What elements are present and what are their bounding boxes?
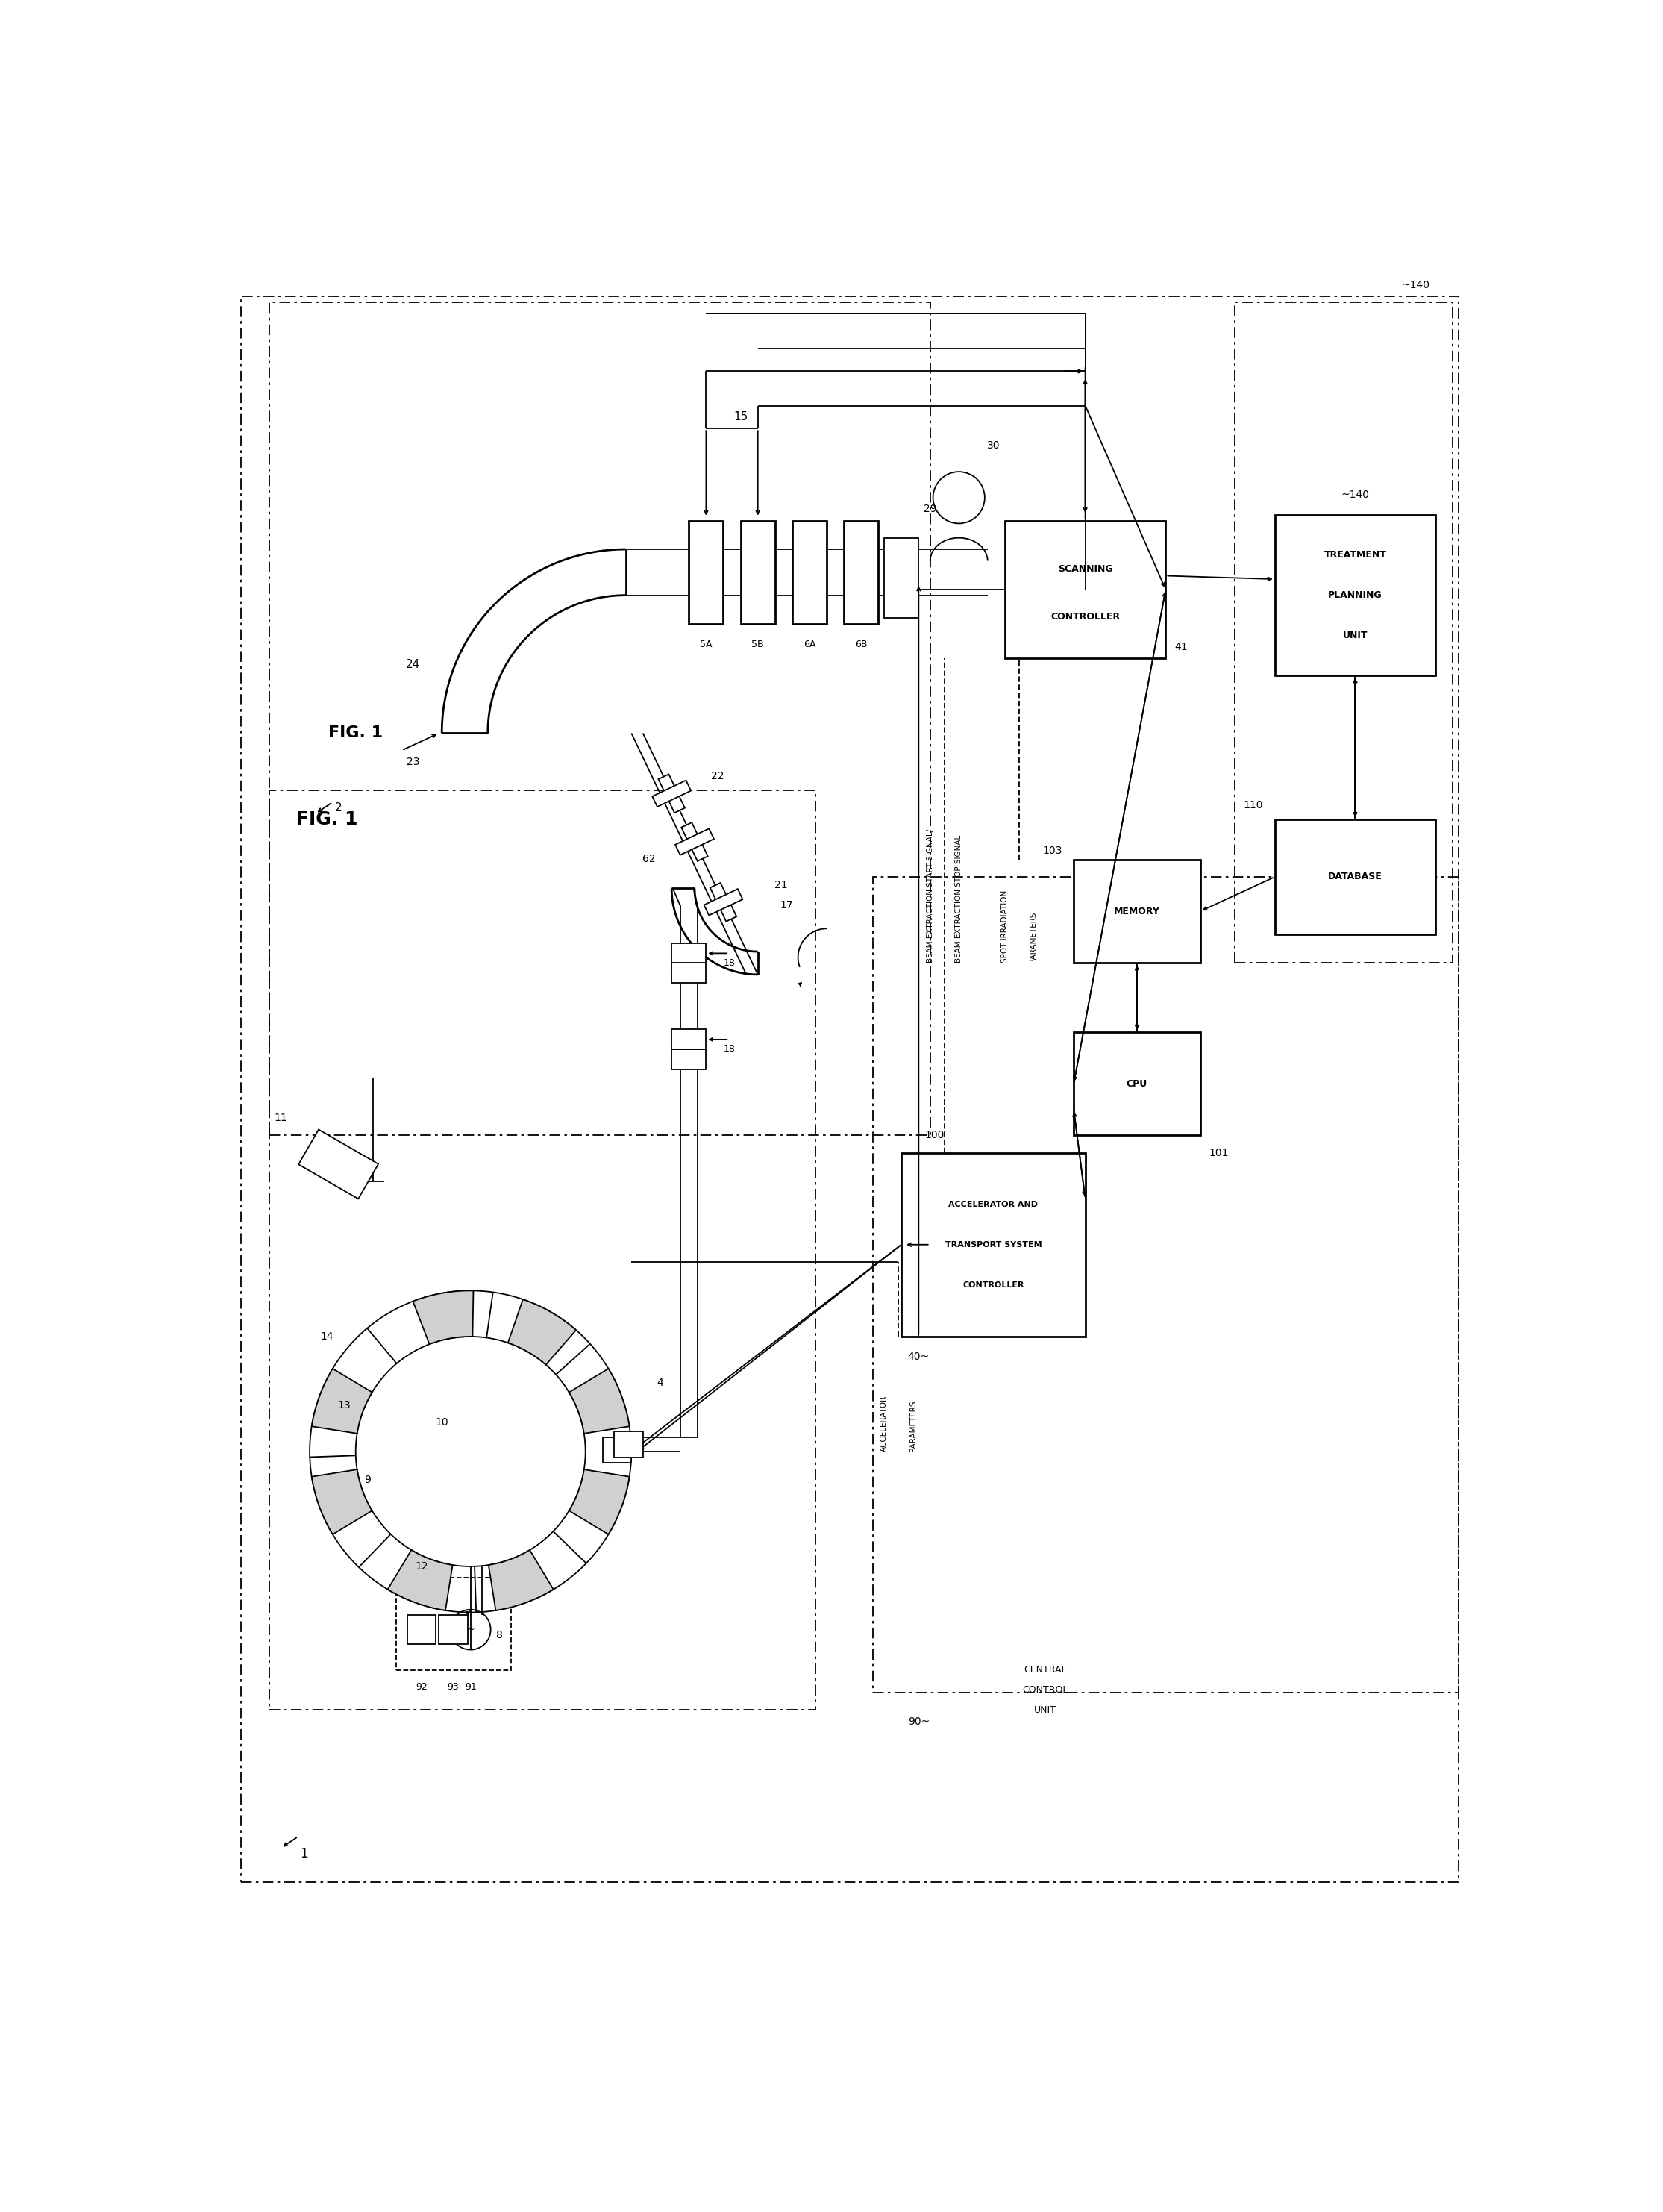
Text: 17: 17 bbox=[780, 900, 793, 911]
Polygon shape bbox=[311, 1369, 373, 1433]
Text: FIG. 1: FIG. 1 bbox=[328, 726, 382, 741]
Text: CENTRAL: CENTRAL bbox=[1023, 1666, 1066, 1674]
Text: SPOT IRRADIATION: SPOT IRRADIATION bbox=[1001, 891, 1008, 962]
Text: ACCELERATOR AND: ACCELERATOR AND bbox=[948, 1201, 1038, 1208]
Bar bbox=[672, 942, 707, 962]
Text: SCANNING: SCANNING bbox=[1058, 564, 1113, 573]
Polygon shape bbox=[412, 1290, 474, 1345]
Text: 41: 41 bbox=[1174, 641, 1187, 653]
Text: 15: 15 bbox=[733, 411, 748, 422]
Text: 9: 9 bbox=[364, 1475, 371, 1486]
Text: 103: 103 bbox=[1043, 845, 1063, 856]
Text: 101: 101 bbox=[1209, 1148, 1229, 1157]
Bar bbox=[885, 538, 918, 619]
Bar bbox=[299, 1130, 378, 1199]
Polygon shape bbox=[311, 1469, 373, 1535]
Bar bbox=[672, 962, 707, 982]
Bar bbox=[1234, 303, 1453, 962]
Text: 6B: 6B bbox=[855, 639, 868, 648]
Text: 6A: 6A bbox=[803, 639, 815, 648]
Text: 100: 100 bbox=[925, 1130, 945, 1141]
Text: 8: 8 bbox=[496, 1630, 502, 1641]
Polygon shape bbox=[507, 1298, 575, 1365]
Text: ~: ~ bbox=[466, 1624, 476, 1635]
Polygon shape bbox=[387, 1551, 452, 1610]
Bar bbox=[269, 303, 930, 1135]
Text: 4: 4 bbox=[657, 1378, 664, 1387]
Text: 24: 24 bbox=[406, 659, 421, 670]
Bar bbox=[675, 830, 713, 856]
Text: ACCELERATOR: ACCELERATOR bbox=[880, 1396, 888, 1451]
Text: FIG. 1: FIG. 1 bbox=[296, 810, 358, 827]
Text: DATABASE: DATABASE bbox=[1329, 872, 1382, 883]
Text: PARAMETERS: PARAMETERS bbox=[1029, 911, 1038, 962]
Bar bbox=[682, 823, 708, 860]
Text: 30: 30 bbox=[986, 440, 999, 451]
Bar bbox=[688, 520, 723, 624]
Text: 23: 23 bbox=[406, 757, 419, 768]
Text: 1: 1 bbox=[299, 1847, 308, 1860]
Bar bbox=[407, 1615, 436, 1644]
Bar bbox=[901, 1152, 1086, 1336]
Bar bbox=[710, 883, 737, 922]
Bar bbox=[873, 876, 1458, 1692]
Bar bbox=[1074, 1033, 1201, 1135]
Bar bbox=[1276, 818, 1435, 933]
Text: ~140: ~140 bbox=[1340, 489, 1369, 500]
Text: ~140: ~140 bbox=[1402, 279, 1430, 290]
Text: 14: 14 bbox=[321, 1332, 334, 1343]
Bar bbox=[740, 520, 775, 624]
Text: 62: 62 bbox=[642, 854, 655, 865]
Text: 91: 91 bbox=[464, 1683, 476, 1692]
Bar bbox=[1004, 520, 1166, 659]
Polygon shape bbox=[489, 1551, 554, 1610]
Text: 93: 93 bbox=[447, 1683, 459, 1692]
Bar bbox=[269, 790, 815, 1710]
Text: BEAM EXTRACTION START SIGNAL/: BEAM EXTRACTION START SIGNAL/ bbox=[926, 830, 935, 962]
Text: 22: 22 bbox=[712, 772, 723, 781]
Text: 90~: 90~ bbox=[908, 1717, 930, 1728]
Bar bbox=[1074, 860, 1201, 962]
Text: 29: 29 bbox=[923, 504, 936, 515]
Bar bbox=[703, 889, 743, 916]
Bar bbox=[614, 1431, 644, 1458]
Bar bbox=[652, 781, 690, 807]
Text: 110: 110 bbox=[1244, 801, 1264, 810]
Text: CONTROLLER: CONTROLLER bbox=[963, 1281, 1024, 1290]
Text: PARAMETERS: PARAMETERS bbox=[910, 1400, 916, 1451]
Text: UNIT: UNIT bbox=[1342, 630, 1367, 639]
Bar bbox=[602, 1438, 632, 1462]
Bar bbox=[672, 1048, 707, 1068]
Text: TREATMENT: TREATMENT bbox=[1324, 551, 1387, 560]
Text: 11: 11 bbox=[274, 1113, 288, 1124]
Text: CONTROLLER: CONTROLLER bbox=[1051, 613, 1119, 622]
Polygon shape bbox=[569, 1369, 629, 1433]
Bar bbox=[1276, 515, 1435, 675]
Text: UNIT: UNIT bbox=[1034, 1705, 1056, 1714]
Text: 40~: 40~ bbox=[906, 1352, 930, 1363]
Text: 18: 18 bbox=[723, 958, 735, 969]
Bar bbox=[672, 1029, 707, 1048]
Bar bbox=[843, 520, 878, 624]
Text: 10: 10 bbox=[436, 1418, 449, 1429]
Text: CONTROL: CONTROL bbox=[1023, 1686, 1068, 1694]
Text: 12: 12 bbox=[416, 1562, 429, 1573]
Text: 21: 21 bbox=[775, 880, 787, 889]
Bar bbox=[396, 1577, 511, 1670]
Bar bbox=[659, 774, 685, 812]
Text: 92: 92 bbox=[416, 1683, 427, 1692]
Polygon shape bbox=[569, 1469, 629, 1535]
Text: 18: 18 bbox=[723, 1044, 735, 1055]
Bar bbox=[439, 1615, 467, 1644]
Text: CPU: CPU bbox=[1126, 1079, 1147, 1088]
Text: TRANSPORT SYSTEM: TRANSPORT SYSTEM bbox=[945, 1241, 1041, 1248]
Text: BEAM EXTRACTION STOP SIGNAL: BEAM EXTRACTION STOP SIGNAL bbox=[955, 836, 963, 962]
Text: PLANNING: PLANNING bbox=[1329, 591, 1382, 599]
Text: 5B: 5B bbox=[752, 639, 763, 648]
Text: 2: 2 bbox=[334, 803, 343, 814]
Bar bbox=[792, 520, 827, 624]
Text: MEMORY: MEMORY bbox=[1114, 907, 1161, 916]
Text: 13: 13 bbox=[338, 1400, 351, 1411]
Text: 5A: 5A bbox=[700, 639, 712, 648]
